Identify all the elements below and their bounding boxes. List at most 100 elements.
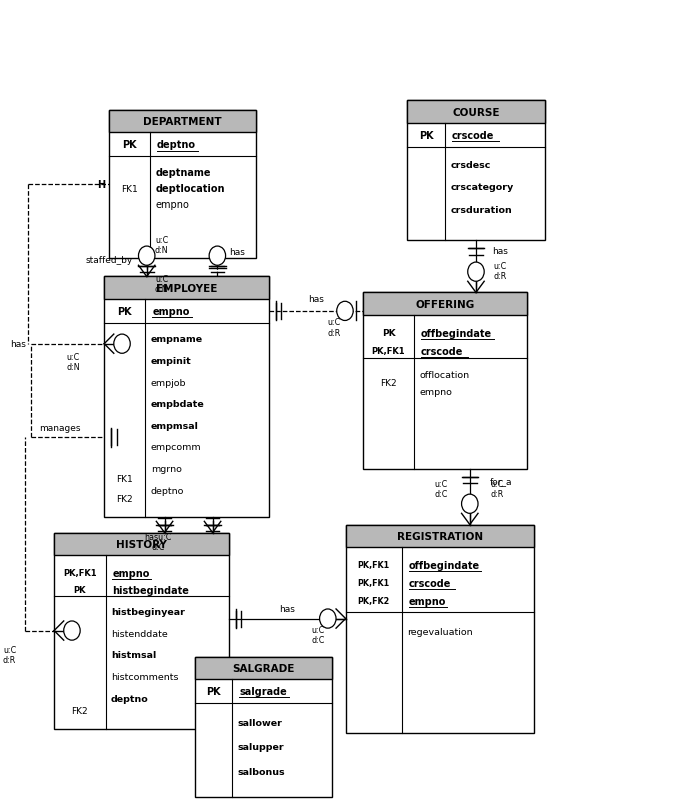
Text: has: has [279,604,295,613]
Bar [104,277,269,299]
Text: PK: PK [74,585,86,594]
Circle shape [139,247,155,266]
Text: regevaluation: regevaluation [407,627,473,637]
Text: offbegindate: offbegindate [421,329,492,338]
Text: u:C
d:C: u:C d:C [434,480,448,499]
Bar [195,657,332,796]
Text: empjob: empjob [151,378,186,387]
Text: u:C
d:C: u:C d:C [311,625,325,645]
Text: crscode: crscode [421,346,464,356]
Circle shape [468,263,484,282]
Text: COURSE: COURSE [452,107,500,117]
Text: u:C
d:N: u:C d:N [155,274,168,294]
Text: FK2: FK2 [72,707,88,715]
Circle shape [319,610,336,629]
Text: FK2: FK2 [380,378,397,387]
Text: u:C
d:N: u:C d:N [155,236,168,255]
Text: crscode: crscode [452,131,494,140]
Bar [346,525,534,733]
Text: u:C
d:R: u:C d:R [491,480,504,499]
Bar [407,101,544,241]
Text: PK: PK [206,687,221,696]
Text: PK,FK1: PK,FK1 [357,561,390,569]
Text: crsduration: crsduration [451,205,513,214]
Circle shape [337,302,353,321]
Circle shape [114,334,130,354]
Bar [109,111,257,133]
Bar [195,657,332,679]
Text: FK1: FK1 [121,184,138,194]
Circle shape [462,495,478,514]
Text: deptno: deptno [151,486,184,495]
Bar [363,293,527,315]
Text: has: has [492,247,508,256]
Text: mgrno: mgrno [151,464,181,473]
Text: crscode: crscode [408,578,451,588]
Text: offlocation: offlocation [420,371,470,379]
Text: salgrade: salgrade [239,687,287,696]
Text: has: has [308,295,324,304]
Text: SALGRADE: SALGRADE [232,663,295,673]
Text: DEPARTMENT: DEPARTMENT [144,117,222,127]
Bar [54,533,229,555]
Circle shape [63,622,80,640]
Bar [109,111,257,259]
Text: empno: empno [112,569,150,578]
Text: PK,FK1: PK,FK1 [372,347,405,356]
Text: PK,FK1: PK,FK1 [357,579,390,588]
Text: empbdate: empbdate [151,399,204,409]
Text: deptno: deptno [157,140,196,150]
Text: has: has [228,248,244,257]
Text: histbeginyear: histbeginyear [111,607,185,617]
Text: u:C
d:R: u:C d:R [327,318,341,337]
Text: empinit: empinit [151,357,192,366]
Bar [346,525,534,547]
Text: crscategory: crscategory [451,183,514,192]
Text: hasu:C: hasu:C [144,533,171,541]
Text: empname: empname [151,335,203,344]
Bar [407,101,544,124]
Text: histenddate: histenddate [111,629,168,638]
Text: FK1: FK1 [117,474,133,483]
Text: empno: empno [420,387,453,397]
Text: FK2: FK2 [117,495,133,504]
Text: empno: empno [152,306,190,317]
Text: empno: empno [156,200,190,210]
Text: salbonus: salbonus [238,767,286,776]
Text: empcomm: empcomm [151,443,201,452]
Text: PK: PK [419,131,433,140]
Text: histcomments: histcomments [111,672,179,681]
Text: histbegindate: histbegindate [112,585,189,595]
Text: salupper: salupper [238,743,284,751]
Bar [104,277,269,516]
Text: PK,FK2: PK,FK2 [357,597,390,606]
Text: staffed_by: staffed_by [86,256,132,265]
Text: deptno: deptno [111,694,149,703]
Bar [363,293,527,469]
Text: u:C
d:R: u:C d:R [3,645,16,664]
Text: u:C
d:R: u:C d:R [493,261,506,281]
Text: OFFERING: OFFERING [415,299,475,310]
Text: PK: PK [382,329,395,338]
Text: PK,FK1: PK,FK1 [63,569,97,577]
Text: d:C: d:C [151,542,164,551]
Bar [54,533,229,729]
Text: has: has [10,340,26,349]
Text: PK: PK [122,140,137,150]
Text: offbegindate: offbegindate [408,561,480,570]
Text: REGISTRATION: REGISTRATION [397,531,483,541]
Text: empmsal: empmsal [151,421,199,430]
Text: u:C
d:N: u:C d:N [66,352,80,371]
Text: crsdesc: crsdesc [451,160,491,170]
Text: deptlocation: deptlocation [156,184,225,194]
Text: HISTORY: HISTORY [116,539,167,549]
Text: manages: manages [39,423,80,432]
Text: sallower: sallower [238,719,283,727]
Circle shape [209,247,226,266]
Text: PK: PK [117,306,132,317]
Text: deptname: deptname [156,168,211,178]
Text: H: H [97,180,105,190]
Text: empno: empno [408,596,446,606]
Text: histmsal: histmsal [111,650,157,660]
Text: for_a: for_a [489,476,512,485]
